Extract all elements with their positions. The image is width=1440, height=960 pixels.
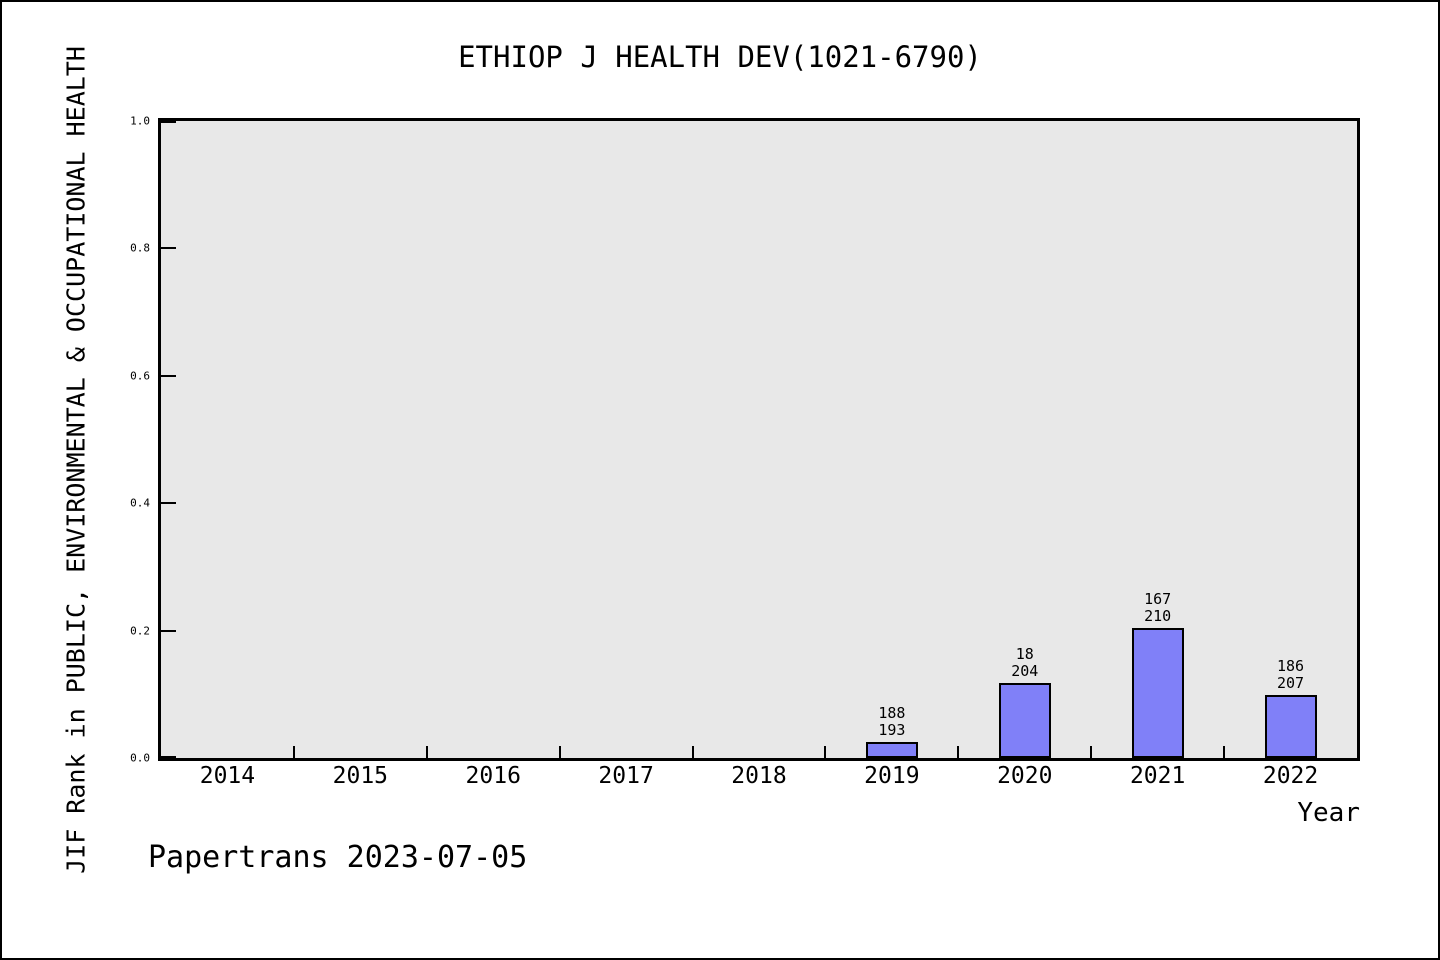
y-tick-label: 1.0 — [130, 114, 150, 128]
plot-area: 188 193 18 204 167 210 186 207 — [158, 118, 1360, 761]
y-tick-mark — [161, 756, 176, 758]
chart-title: ETHIOP J HEALTH DEV(1021-6790) — [458, 40, 982, 74]
x-tick-mark — [691, 746, 694, 758]
bar-2019 — [865, 742, 918, 758]
x-tick-label: 2015 — [332, 763, 389, 789]
y-tick-label: 0.2 — [130, 624, 150, 638]
y-tick-mark — [161, 374, 176, 377]
bar-value-line: 193 — [878, 721, 906, 739]
x-tick-mark — [292, 746, 295, 758]
bar-2020 — [998, 683, 1051, 758]
bar-2022 — [1264, 695, 1317, 758]
y-tick-label: 0.6 — [130, 369, 150, 383]
bar-value-line: 186 — [1277, 657, 1305, 675]
y-axis-title: JIF Rank in PUBLIC, ENVIRONMENTAL & OCCU… — [61, 46, 91, 874]
bar-2021 — [1131, 628, 1184, 758]
bar-value-label: 167 210 — [1144, 591, 1171, 625]
y-tick-label: 0.0 — [130, 751, 150, 765]
y-tick-mark — [161, 121, 176, 123]
y-tick-label: 0.4 — [130, 496, 150, 510]
x-tick-label: 2014 — [199, 763, 256, 789]
x-tick-label: 2017 — [598, 763, 654, 789]
x-tick-mark — [957, 746, 960, 758]
bar-value-line: 210 — [1144, 607, 1172, 625]
x-axis-title: Year — [1297, 798, 1360, 828]
x-tick-label: 2019 — [864, 763, 920, 789]
bar-value-line: 204 — [1011, 662, 1039, 680]
y-tick-mark — [161, 629, 176, 632]
bar-value-label: 188 193 — [878, 705, 905, 739]
bar-value-label: 18 204 — [1011, 646, 1038, 680]
bar-value-line: 207 — [1277, 674, 1305, 692]
x-tick-mark — [558, 746, 561, 758]
bar-value-line: 188 — [878, 704, 906, 722]
x-tick-mark — [425, 746, 428, 758]
x-tick-label: 2016 — [465, 763, 521, 789]
bar-value-line: 167 — [1144, 590, 1172, 608]
bar-value-line: 18 — [1015, 645, 1034, 663]
x-tick-label: 2022 — [1262, 763, 1319, 789]
y-tick-mark — [161, 502, 176, 505]
bar-value-label: 186 207 — [1277, 658, 1304, 692]
x-tick-mark — [1090, 746, 1093, 758]
x-tick-label: 2020 — [997, 763, 1053, 789]
y-tick-mark — [161, 247, 176, 250]
x-tick-label: 2021 — [1129, 763, 1186, 789]
x-tick-label: 2018 — [731, 763, 787, 789]
x-tick-mark — [824, 746, 827, 758]
y-tick-label: 0.8 — [130, 241, 150, 255]
x-tick-mark — [1223, 746, 1226, 758]
watermark-text: Papertrans 2023-07-05 — [148, 840, 528, 875]
